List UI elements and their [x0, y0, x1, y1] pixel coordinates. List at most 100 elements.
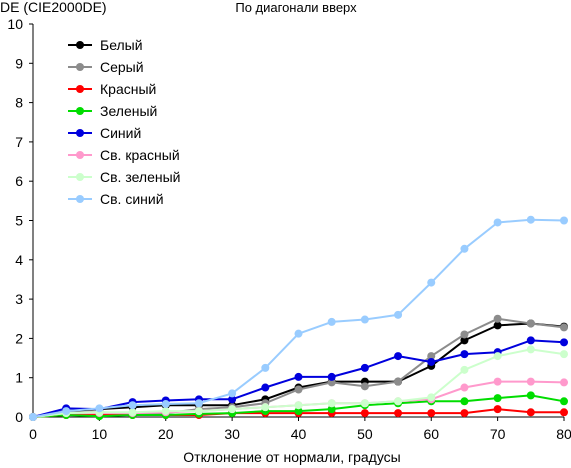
- legend-label: Синий: [100, 125, 141, 141]
- data-point: [360, 363, 369, 372]
- data-point: [493, 405, 502, 414]
- data-point: [327, 372, 336, 381]
- legend-item: Зеленый: [68, 103, 157, 119]
- legend-swatch-marker: [76, 85, 84, 93]
- x-tick-label: 30: [224, 426, 240, 442]
- data-point: [560, 408, 568, 417]
- data-point: [228, 389, 237, 398]
- data-point: [460, 365, 469, 374]
- data-point: [294, 329, 303, 338]
- legend-swatch-marker: [76, 129, 84, 137]
- data-point: [95, 404, 104, 413]
- data-point: [394, 409, 403, 418]
- data-point: [294, 401, 303, 410]
- data-point: [526, 319, 535, 328]
- y-tick-label: 8: [15, 95, 23, 111]
- data-point: [261, 403, 270, 412]
- y-tick-label: 10: [7, 16, 23, 32]
- data-point: [560, 216, 568, 225]
- data-point: [460, 336, 469, 345]
- data-point: [261, 363, 270, 372]
- data-point: [460, 409, 469, 418]
- data-point: [560, 323, 568, 332]
- data-point: [427, 357, 436, 366]
- x-tick-label: 70: [490, 426, 506, 442]
- data-point: [228, 405, 237, 414]
- y-tick-label: 6: [15, 173, 23, 189]
- data-point: [460, 383, 469, 392]
- data-point: [460, 350, 469, 359]
- y-tick-label: 5: [15, 213, 23, 229]
- legend-label: Св. красный: [100, 147, 180, 163]
- legend-item: Серый: [68, 59, 144, 75]
- legend-swatch-marker: [76, 63, 84, 71]
- legend-label: Белый: [100, 37, 143, 53]
- data-point: [526, 336, 535, 345]
- data-point: [560, 338, 568, 347]
- data-point: [526, 377, 535, 386]
- data-point: [526, 345, 535, 354]
- data-point: [560, 350, 568, 359]
- data-point: [360, 382, 369, 391]
- legend-label: Красный: [100, 81, 156, 97]
- legend-item: Св. красный: [68, 147, 180, 163]
- data-point: [194, 399, 203, 408]
- data-point: [493, 321, 502, 330]
- data-point: [493, 314, 502, 323]
- data-point: [161, 400, 170, 409]
- data-point: [261, 383, 270, 392]
- legend-item: Белый: [68, 37, 143, 53]
- data-point: [360, 409, 369, 418]
- data-point: [294, 407, 303, 416]
- data-point: [493, 352, 502, 361]
- data-point: [526, 215, 535, 224]
- data-point: [327, 378, 336, 387]
- legend-label: Св. синий: [100, 191, 164, 207]
- series-8: [29, 215, 568, 421]
- y-tick-label: 9: [15, 55, 23, 71]
- data-point: [427, 393, 436, 402]
- y-tick-label: 0: [15, 409, 23, 425]
- x-tick-label: 20: [158, 426, 174, 442]
- data-point: [526, 391, 535, 400]
- data-point: [394, 352, 403, 361]
- data-point: [327, 399, 336, 408]
- x-tick-label: 50: [357, 426, 373, 442]
- data-point: [427, 278, 436, 287]
- chart-title: По диагонали вверх: [235, 0, 357, 15]
- x-tick-label: 0: [29, 426, 37, 442]
- data-point: [560, 397, 568, 406]
- legend-item: Синий: [68, 125, 141, 141]
- data-point: [228, 395, 237, 404]
- data-point: [194, 407, 203, 416]
- data-point: [427, 352, 436, 361]
- legend-label: Зеленый: [100, 103, 157, 119]
- data-point: [29, 413, 37, 421]
- legend-item: Св. зеленый: [68, 169, 180, 185]
- data-point: [526, 408, 535, 417]
- data-point: [493, 394, 502, 403]
- data-point: [394, 377, 403, 386]
- x-tick-label: 10: [92, 426, 108, 442]
- x-axis-title: Отклонение от нормали, градусы: [183, 449, 400, 465]
- y-tick-label: 1: [15, 370, 23, 386]
- legend-item: Красный: [68, 81, 156, 97]
- axes: 0 1 2 3 4 5 6 7 8 9 10 0 10 20 30 40 50 60 70 80: [7, 16, 571, 442]
- data-point: [128, 401, 137, 410]
- legend-swatch-marker: [76, 107, 84, 115]
- legend: Белый Серый Красный Зеленый Синий Св. красный…: [68, 37, 180, 207]
- y-tick-label: 7: [15, 134, 23, 150]
- data-point: [460, 330, 469, 339]
- data-point: [394, 397, 403, 406]
- data-point: [394, 310, 403, 319]
- data-point: [460, 244, 469, 253]
- data-point: [327, 317, 336, 326]
- y-tick-label: 4: [15, 252, 23, 268]
- x-tick-label: 60: [423, 426, 439, 442]
- legend-swatch-marker: [76, 173, 84, 181]
- y-axis-title: DE (CIE2000DE): [0, 0, 107, 15]
- y-tick-label: 2: [15, 330, 23, 346]
- legend-swatch-marker: [76, 151, 84, 159]
